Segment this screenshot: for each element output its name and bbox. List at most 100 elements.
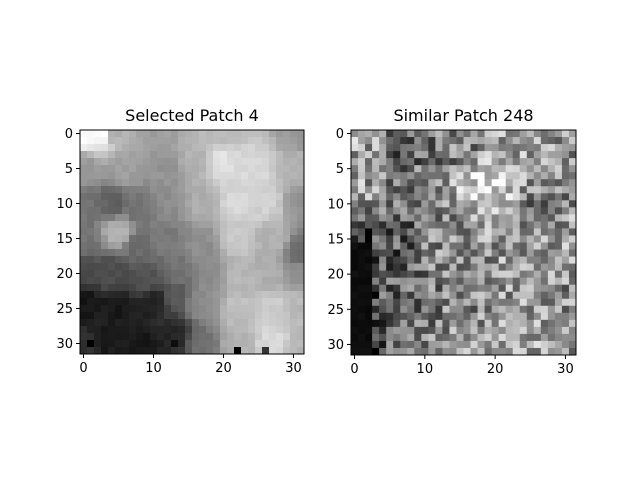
selected-patch-pixel bbox=[143, 291, 151, 299]
selected-patch-pixel bbox=[136, 193, 144, 201]
similar-patch-pixel bbox=[470, 200, 478, 208]
selected-patch-pixel bbox=[297, 284, 305, 292]
similar-patch-pixel bbox=[351, 137, 359, 145]
selected-patch-pixel bbox=[248, 326, 256, 334]
similar-patch-pixel bbox=[386, 298, 394, 307]
selected-patch-pixel bbox=[262, 200, 270, 208]
selected-patch-pixel bbox=[87, 186, 95, 194]
selected-patch-pixel bbox=[269, 347, 277, 355]
similar-patch-pixel bbox=[568, 151, 577, 159]
similar-patch-pixel bbox=[568, 277, 577, 286]
selected-patch-pixel bbox=[178, 207, 186, 215]
similar-patch-pixel bbox=[400, 340, 408, 349]
similar-patch-title: Similar Patch 248 bbox=[393, 106, 533, 125]
selected-patch-pixel bbox=[115, 263, 123, 271]
similar-patch-pixel bbox=[533, 221, 542, 229]
similar-patch-pixel bbox=[463, 277, 471, 286]
similar-patch-pixel bbox=[491, 193, 500, 201]
selected-patch-pixel bbox=[115, 130, 123, 138]
similar-patch-pixel bbox=[505, 200, 514, 208]
similar-patch-pixel bbox=[372, 347, 380, 356]
similar-patch-pixel bbox=[561, 263, 570, 272]
similar-patch-pixel bbox=[526, 298, 535, 307]
selected-patch-pixel bbox=[297, 207, 305, 215]
similar-patch-pixel bbox=[540, 319, 549, 328]
selected-patch-pixel bbox=[87, 284, 95, 292]
similar-patch-pixel bbox=[456, 221, 464, 229]
similar-patch-pixel bbox=[393, 144, 401, 152]
selected-patch-pixel bbox=[220, 151, 228, 159]
similar-patch-pixel bbox=[365, 284, 373, 293]
selected-patch-pixel bbox=[150, 256, 158, 264]
similar-patch-pixel bbox=[421, 151, 429, 159]
similar-patch-y-tick-label: 0 bbox=[336, 127, 344, 142]
selected-patch-pixel bbox=[164, 179, 172, 187]
similar-patch-pixel bbox=[526, 340, 535, 349]
selected-patch-pixel bbox=[87, 277, 95, 285]
similar-patch-pixel bbox=[554, 158, 563, 166]
similar-patch-pixel bbox=[435, 221, 443, 229]
similar-patch-pixel bbox=[519, 165, 528, 173]
selected-patch-pixel bbox=[227, 158, 235, 166]
similar-patch-pixel bbox=[568, 270, 577, 279]
selected-patch-x-tick-label: 10 bbox=[145, 361, 162, 376]
selected-patch-pixel bbox=[290, 137, 298, 145]
similar-patch-pixel bbox=[526, 200, 535, 208]
selected-patch-pixel bbox=[255, 214, 263, 222]
selected-patch-pixel bbox=[80, 291, 88, 299]
similar-patch-pixel bbox=[421, 193, 429, 201]
selected-patch-pixel bbox=[136, 172, 144, 180]
selected-patch-pixel bbox=[255, 305, 263, 313]
similar-patch-pixel bbox=[519, 333, 528, 342]
similar-patch-pixel bbox=[547, 249, 556, 257]
similar-patch-pixel bbox=[435, 137, 443, 145]
similar-patch-pixel bbox=[463, 186, 471, 194]
similar-patch-pixel bbox=[477, 137, 485, 145]
similar-patch-pixel bbox=[568, 165, 577, 173]
selected-patch-pixel bbox=[157, 298, 165, 306]
selected-patch-pixel bbox=[108, 228, 116, 236]
similar-patch-pixel bbox=[407, 137, 415, 145]
selected-patch-pixel bbox=[213, 151, 221, 159]
selected-patch-pixel bbox=[80, 179, 88, 187]
selected-patch-pixel bbox=[115, 172, 123, 180]
similar-patch-pixel bbox=[519, 207, 528, 215]
selected-patch-pixel bbox=[213, 284, 221, 292]
similar-patch-pixel bbox=[463, 340, 471, 349]
similar-patch-pixel bbox=[547, 165, 556, 173]
similar-patch-pixel bbox=[449, 312, 457, 321]
selected-patch-pixel bbox=[80, 137, 88, 145]
similar-patch-pixel bbox=[456, 137, 464, 145]
selected-patch-pixel bbox=[255, 221, 263, 229]
similar-patch-pixel bbox=[435, 333, 443, 342]
selected-patch-pixel bbox=[143, 347, 151, 355]
similar-patch-pixel bbox=[533, 214, 542, 222]
selected-patch-pixel bbox=[129, 249, 137, 257]
similar-patch-pixel bbox=[358, 200, 366, 208]
similar-patch-pixel bbox=[484, 130, 493, 138]
selected-patch-pixel bbox=[164, 186, 172, 194]
similar-patch-pixel bbox=[498, 256, 507, 264]
selected-patch-pixel bbox=[87, 263, 95, 271]
selected-patch-pixel bbox=[234, 333, 242, 341]
selected-patch-pixel bbox=[115, 284, 123, 292]
similar-patch-pixel bbox=[512, 214, 521, 222]
similar-patch-pixel bbox=[526, 333, 535, 342]
similar-patch-pixel bbox=[491, 263, 500, 272]
similar-patch-pixel bbox=[533, 333, 542, 342]
similar-patch-pixel bbox=[400, 235, 408, 243]
selected-patch-pixel bbox=[122, 340, 130, 348]
similar-patch-pixel bbox=[428, 291, 436, 300]
selected-patch-pixel bbox=[283, 242, 291, 250]
selected-patch-pixel bbox=[220, 347, 228, 355]
similar-patch-pixel bbox=[435, 340, 443, 349]
selected-patch-pixel bbox=[94, 277, 102, 285]
selected-patch-pixel bbox=[129, 130, 137, 138]
similar-patch-pixel bbox=[491, 228, 500, 236]
selected-patch-pixel bbox=[136, 207, 144, 215]
similar-patch-x-tick-label: 10 bbox=[417, 362, 434, 377]
similar-patch-pixel bbox=[519, 270, 528, 279]
selected-patch-pixel bbox=[255, 235, 263, 243]
similar-patch-pixel bbox=[533, 256, 542, 264]
similar-patch-pixel bbox=[372, 200, 380, 208]
